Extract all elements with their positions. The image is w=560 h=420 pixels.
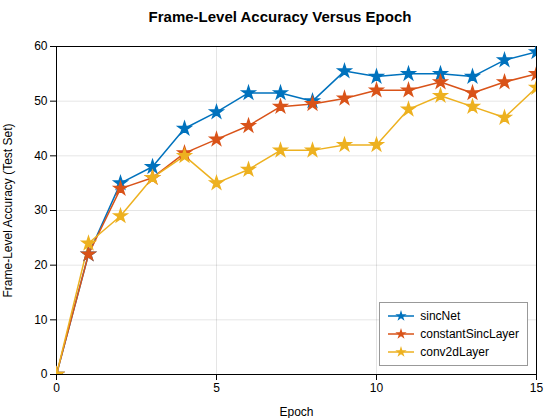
svg-text:15: 15: [530, 381, 544, 395]
html-text:Frame-Level Accuracy Versus Ep: Frame-Level Accuracy Versus Epoch: [148, 8, 412, 25]
svg-text:0: 0: [53, 381, 60, 395]
svg-text:5: 5: [213, 381, 220, 395]
svg-text:30: 30: [34, 203, 48, 217]
svg-text:60: 60: [34, 39, 48, 53]
svg-text:10: 10: [34, 313, 48, 327]
html-text:conv2dLayer: conv2dLayer: [420, 345, 489, 359]
svg-text:50: 50: [34, 94, 48, 108]
svg-text:40: 40: [34, 149, 48, 163]
svg-text:Frame-Level Accuracy (Test Set: Frame-Level Accuracy (Test Set): [1, 123, 15, 297]
svg-text:20: 20: [34, 258, 48, 272]
svg-text:Epoch: Epoch: [279, 405, 313, 419]
html-text:constantSincLayer: constantSincLayer: [420, 327, 519, 341]
svg-text:10: 10: [370, 381, 384, 395]
html-text:sincNet: sincNet: [420, 309, 461, 323]
svg-text:0: 0: [41, 367, 48, 381]
